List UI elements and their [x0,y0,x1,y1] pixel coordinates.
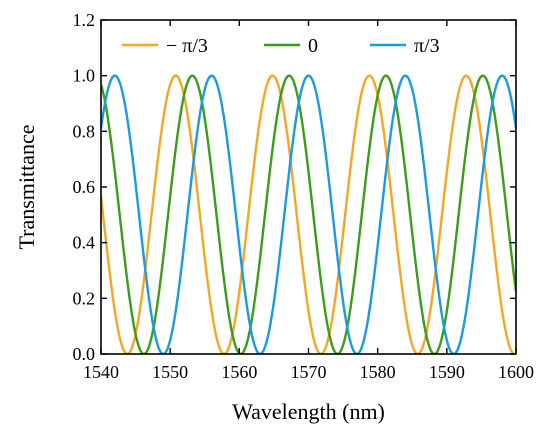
legend-label-0: − π/3 [166,35,208,57]
x-tick-label: 1540 [83,362,119,382]
y-axis-title: Transmittance [14,124,39,249]
x-tick-label: 1570 [291,362,327,382]
x-tick-label: 1580 [360,362,396,382]
y-tick-label: 0.4 [73,233,96,253]
x-tick-label: 1590 [429,362,465,382]
x-tick-label: 1600 [498,362,534,382]
series-line-2 [101,74,516,354]
legend-label-2: π/3 [414,35,440,57]
y-tick-label: 0.6 [73,177,96,197]
x-axis-title: Wavelength (nm) [232,399,385,424]
y-tick-label: 0.0 [73,344,96,364]
y-tick-label: 0.2 [73,288,96,308]
x-tick-label: 1550 [152,362,188,382]
series-line-1 [101,74,516,354]
tick-labels-layer: 1540 1550 1560 1570 1580 1590 1600 0.0 0.2 0.4 0.6… [73,10,535,382]
ticks-layer [100,19,517,355]
y-tick-label: 1.0 [73,66,96,86]
series-line-0 [101,74,516,354]
legend: − π/3 0 π/3 [122,35,440,57]
legend-label-1: 0 [308,35,318,57]
y-tick-label: 1.2 [73,10,96,30]
x-tick-label: 1560 [221,362,257,382]
series-layer [101,74,516,354]
y-tick-label: 0.8 [73,121,96,141]
